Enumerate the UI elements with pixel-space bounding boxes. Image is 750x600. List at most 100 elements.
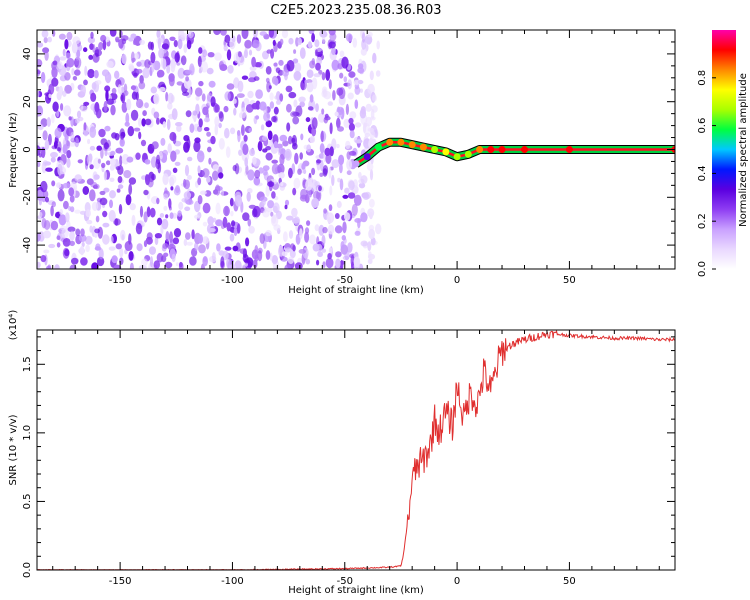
noise-blob [281, 251, 288, 257]
noise-blob [184, 206, 191, 212]
snr-panel: -150 -100 -50 0 50 0.0 0.5 1.0 1.5 Height of st… [8, 310, 676, 596]
noise-blob [331, 47, 337, 56]
noise-blob [335, 258, 341, 269]
noise-blob [110, 104, 116, 116]
noise-blob [48, 243, 56, 249]
noise-blob [233, 107, 237, 116]
noise-blob [123, 170, 132, 179]
noise-blob [62, 238, 71, 247]
noise-blob [184, 164, 190, 177]
noise-blob [69, 240, 75, 247]
noise-blob [219, 64, 228, 71]
noise-blob [162, 243, 169, 249]
noise-blob [251, 208, 258, 218]
y-tick-label: -40 [22, 237, 33, 253]
noise-blob [138, 117, 142, 127]
noise-blob [90, 92, 97, 103]
y-tick-label: -20 [22, 189, 33, 205]
noise-blob [321, 35, 326, 44]
noise-blob [259, 233, 265, 245]
noise-blob [284, 199, 290, 206]
noise-blob [346, 159, 352, 171]
x-tick-label: -100 [221, 576, 244, 587]
noise-blob [284, 204, 288, 210]
noise-blob [119, 138, 125, 147]
noise-blob [178, 201, 184, 210]
noise-blob [319, 30, 327, 38]
noise-blob [237, 130, 241, 143]
noise-blob [316, 159, 322, 164]
noise-blob [227, 64, 234, 74]
noise-blob [186, 39, 192, 50]
noise-blob [169, 231, 173, 243]
noise-blob [43, 249, 50, 254]
noise-blob [284, 148, 292, 161]
noise-blob [102, 234, 110, 245]
noise-blob [162, 58, 167, 70]
noise-blob [183, 179, 190, 190]
noise-blob [109, 158, 116, 166]
noise-blob [218, 111, 224, 122]
noise-blob [144, 159, 151, 165]
noise-blob [102, 222, 110, 228]
snr-x-axis-title: Height of straight line (km) [288, 585, 424, 596]
noise-blob [141, 258, 148, 267]
noise-blob [70, 206, 75, 213]
noise-blob [89, 126, 97, 138]
noise-blob [336, 200, 342, 209]
noise-blob [322, 226, 328, 234]
noise-blob [259, 31, 267, 36]
noise-blob [104, 149, 108, 157]
colorbar-tick-label: 0.0 [697, 261, 708, 277]
noise-blob [48, 93, 52, 99]
noise-blob [162, 173, 169, 186]
noise-blob [214, 52, 222, 61]
noise-blob [214, 104, 220, 113]
noise-blob [292, 116, 300, 125]
noise-blob [334, 213, 340, 219]
noise-blob [110, 150, 116, 156]
noise-blob [85, 244, 90, 253]
noise-blob [163, 205, 168, 211]
noise-blob [51, 77, 59, 87]
noise-blob [121, 101, 128, 113]
noise-blob [328, 204, 333, 212]
noise-blob [293, 49, 297, 54]
noise-blob [213, 30, 221, 36]
noise-blob [241, 30, 249, 39]
noise-blob [345, 140, 351, 150]
noise-blob [328, 79, 332, 90]
noise-blob [87, 138, 91, 145]
noise-blob [278, 144, 283, 154]
x-tick-label: 50 [563, 576, 576, 587]
noise-blob [170, 186, 174, 191]
noise-blob [89, 189, 96, 202]
noise-blob [270, 48, 275, 59]
noise-blob [279, 38, 284, 46]
noise-blob [106, 60, 114, 68]
noise-blob [239, 248, 247, 254]
noise-blob [357, 79, 364, 85]
noise-blob [90, 31, 94, 39]
noise-blob [318, 153, 325, 159]
noise-blob [236, 34, 242, 44]
snr-y-ticks: 0.0 0.5 1.0 1.5 [22, 336, 675, 578]
noise-blob [273, 141, 279, 149]
noise-blob [119, 155, 123, 167]
noise-blob [288, 37, 294, 45]
colorbar-label: Normalized spectral amplitude [738, 73, 749, 227]
noise-blob [160, 137, 166, 146]
noise-blob [328, 30, 336, 36]
noise-blob [232, 245, 239, 252]
noise-blob [169, 131, 177, 142]
noise-blob [167, 102, 173, 110]
noise-blob [311, 33, 315, 43]
noise-blob [370, 237, 376, 246]
noise-blob [115, 38, 120, 43]
signal-point [487, 146, 495, 153]
noise-blob [175, 185, 180, 194]
noise-blob [43, 190, 49, 199]
noise-blob [75, 118, 80, 124]
noise-blob [109, 190, 116, 199]
